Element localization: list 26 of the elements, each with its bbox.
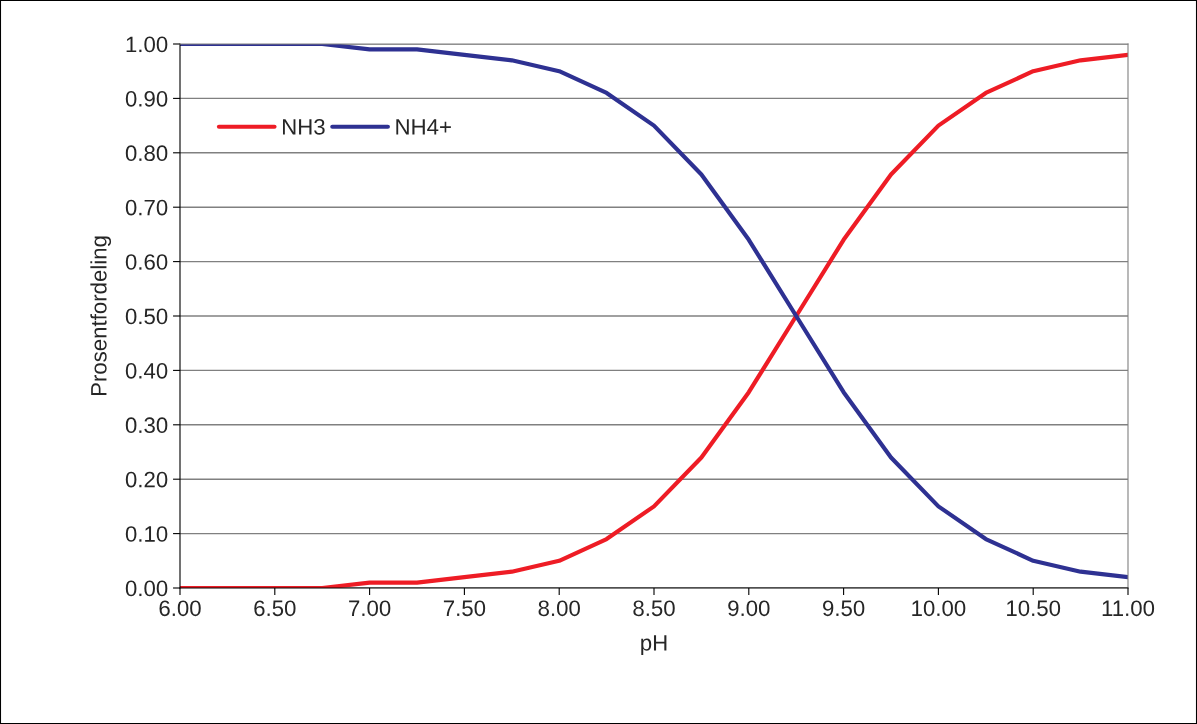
y-tick-label: 0.90 — [125, 90, 168, 107]
x-tick-label: 10.50 — [1007, 600, 1061, 617]
y-tick-label: 0.70 — [125, 199, 168, 216]
legend-label: NH4+ — [396, 119, 451, 135]
x-tick-label: 7.00 — [349, 600, 391, 617]
x-tick-label: 11.00 — [1102, 600, 1155, 617]
x-axis-title: pH — [641, 635, 667, 656]
y-tick-label: 0.10 — [125, 526, 168, 542]
y-tick-label: 0.30 — [125, 417, 168, 434]
x-tick-label: 7.50 — [443, 600, 486, 617]
x-tick-label: 8.00 — [538, 600, 580, 617]
y-tick-label: 1.00 — [126, 36, 168, 53]
y-tick-label: 0.20 — [125, 471, 168, 488]
y-tick-label: 0.50 — [125, 308, 168, 325]
y-tick-label: 0.60 — [125, 254, 168, 270]
x-tick-label: 10.00 — [912, 600, 966, 617]
y-tick-label: 0.40 — [125, 362, 168, 379]
x-tick-label: 6.50 — [254, 600, 296, 617]
x-tick-label: 9.00 — [728, 600, 770, 617]
y-tick-label: 0.00 — [125, 580, 168, 597]
x-tick-label: 8.50 — [633, 600, 675, 617]
x-tick-label: 6.00 — [159, 600, 201, 617]
x-tick-label: 9.50 — [823, 600, 865, 617]
y-axis-title: Prosentfordeling — [90, 236, 112, 396]
y-tick-label: 0.80 — [125, 145, 168, 162]
legend-label: NH3 — [283, 118, 325, 135]
